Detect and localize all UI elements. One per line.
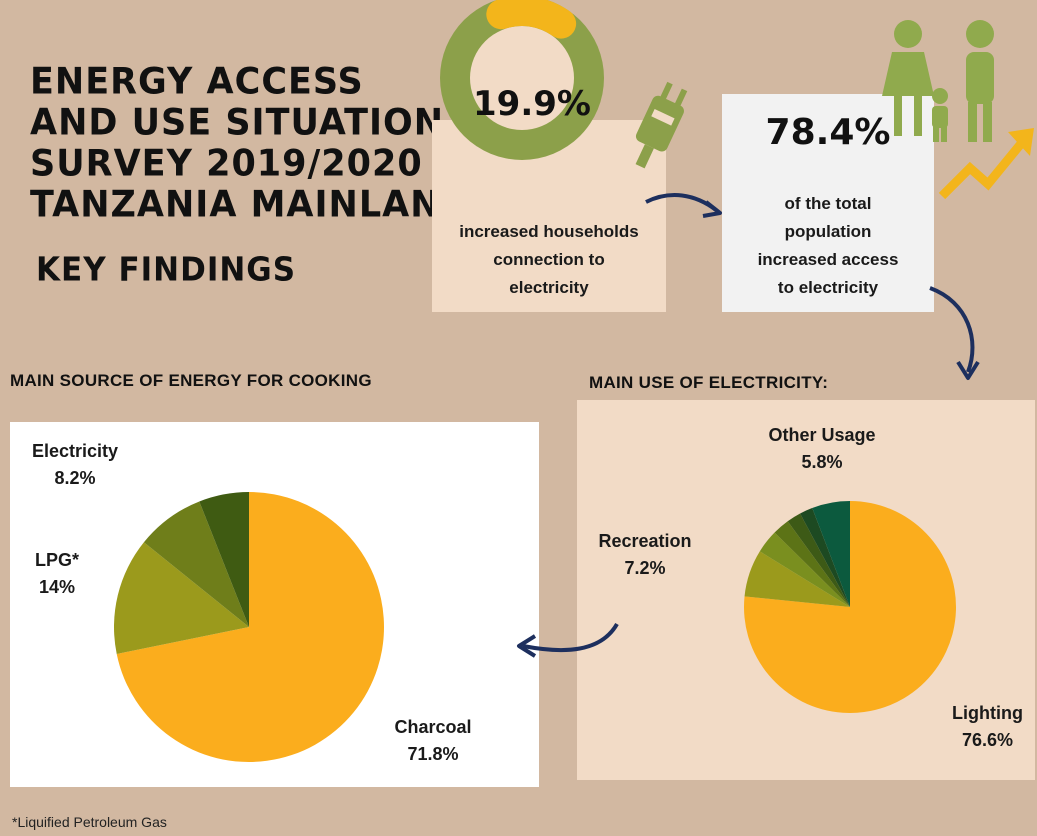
connector-arrow-2 [929,286,980,380]
key-findings-subtitle: KEY FINDINGS [36,251,297,289]
donut-hole [470,26,574,130]
electricity-label-recreation-name: Recreation [598,531,692,551]
household-caption-line-3: electricity [509,278,589,297]
title-line-1: ENERGY ACCESS [30,61,364,103]
growth-arrow-icon [938,128,1034,200]
household-caption: increased households connection to elect… [432,218,666,302]
household-caption-line-2: connection to [493,250,605,269]
plug-icon [635,81,688,169]
connector-arrow-3 [517,622,619,658]
electricity-slice-unlabeled-5 [800,507,850,607]
cooking-label-lpg-name: LPG* [34,550,79,570]
cooking-slice-electricity [143,501,249,627]
cooking-label-charcoal-value: 71.8% [407,744,459,764]
population-caption-line-4: to electricity [777,278,879,297]
electricity-slice-unlabeled-2 [759,532,850,607]
cooking-chart-title: MAIN SOURCE OF ENERGY FOR COOKING [10,371,372,390]
footnote: *Liquified Petroleum Gas [12,814,167,830]
cooking-label-electricity-value: 8.2% [54,468,96,488]
connector-arrow-1 [645,193,722,218]
electricity-slice-unlabeled-4 [787,513,850,607]
cooking-slice-charcoal [116,492,384,762]
electricity-label-other-name: Other Usage [768,425,876,445]
population-caption-line-2: population [784,222,872,241]
cooking-label-lpg-value: 14% [38,577,76,597]
cooking-label-electricity-name: Electricity [31,441,119,461]
cooking-label-charcoal: Charcoal 71.8% [378,714,488,768]
population-caption-line-1: of the total [784,194,872,213]
electricity-label-recreation-value: 7.2% [624,558,666,578]
electricity-label-lighting-value: 76.6% [961,730,1014,750]
electricity-slice-unlabeled-3 [774,521,850,607]
title-line-3: SURVEY 2019/2020 [30,143,423,185]
electricity-chart-title: MAIN USE OF ELECTRICITY: [589,373,829,392]
electricity-label-lighting: Lighting 76.6% [940,700,1035,754]
electricity-label-recreation: Recreation 7.2% [585,528,705,582]
cooking-slice-lpg [114,542,249,654]
donut-progress-arc [486,0,577,39]
cooking-label-charcoal-name: Charcoal [394,717,472,737]
electricity-slice-recreation [744,551,850,607]
electricity-label-lighting-name: Lighting [952,703,1023,723]
electricity-label-other-value: 5.8% [801,452,843,472]
electricity-slice-other-usage [812,501,850,607]
household-percent: 19.9% [473,84,591,124]
cooking-slice-unlabeled-3 [199,492,249,627]
cooking-label-lpg: LPG* 14% [22,547,92,601]
cooking-label-electricity: Electricity 8.2% [20,438,130,492]
household-donut [440,0,604,160]
population-caption-line-3: increased access [757,250,899,269]
title-line-2: AND USE SITUATION [30,102,445,144]
population-percent: 78.4% [765,112,891,153]
electricity-pie-chart [744,501,956,713]
family-icon [882,20,994,142]
title-line-4: TANZANIA MAINLAND [30,184,471,226]
electricity-label-other: Other Usage 5.8% [742,422,902,476]
cooking-pie-chart [114,492,384,762]
population-caption: of the total population increased access… [722,190,934,302]
household-caption-line-1: increased households [459,222,639,241]
